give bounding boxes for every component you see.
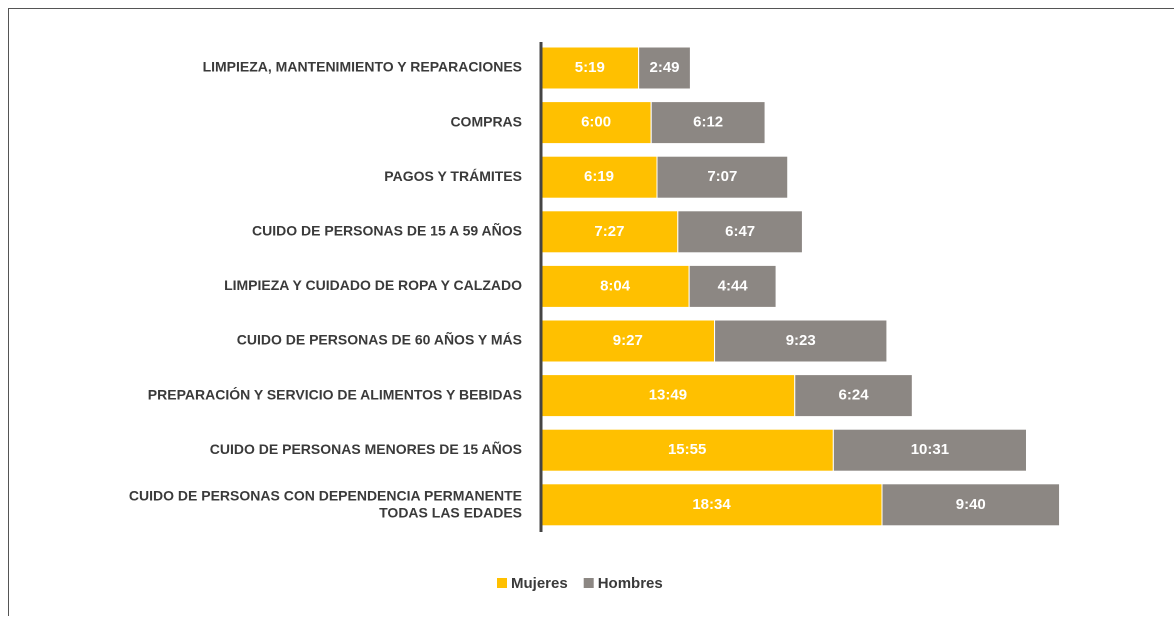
category-label: CUIDO DE PERSONAS CON DEPENDENCIA PERMAN… bbox=[129, 487, 522, 520]
value-label: 9:23 bbox=[786, 332, 816, 349]
value-label: 6:19 bbox=[584, 168, 614, 185]
category-label: CUIDO DE PERSONAS DE 60 AÑOS Y MÁS bbox=[237, 331, 522, 348]
value-label: 8:04 bbox=[600, 277, 631, 294]
value-label: 10:31 bbox=[911, 441, 949, 458]
legend-swatch bbox=[584, 578, 594, 588]
value-label: 9:27 bbox=[613, 332, 643, 349]
value-label: 7:27 bbox=[594, 223, 624, 240]
category-label: PREPARACIÓN Y SERVICIO DE ALIMENTOS Y BE… bbox=[148, 385, 522, 402]
legend-label: Mujeres bbox=[511, 575, 568, 592]
value-label: 6:00 bbox=[581, 114, 611, 131]
value-label: 6:24 bbox=[839, 387, 870, 404]
value-label: 18:34 bbox=[692, 496, 731, 513]
category-label: CUIDO DE PERSONAS DE 15 A 59 AÑOS bbox=[252, 222, 522, 239]
value-label: 4:44 bbox=[718, 277, 749, 294]
value-label: 6:47 bbox=[725, 223, 755, 240]
category-label: COMPRAS bbox=[450, 113, 522, 129]
category-label: LIMPIEZA, MANTENIMIENTO Y REPARACIONES bbox=[203, 59, 522, 75]
legend-label: Hombres bbox=[598, 575, 663, 592]
value-label: 9:40 bbox=[956, 496, 986, 513]
value-label: 2:49 bbox=[650, 59, 680, 76]
value-label: 6:12 bbox=[693, 114, 723, 131]
value-label: 15:55 bbox=[668, 441, 706, 458]
category-label: LIMPIEZA Y CUIDADO DE ROPA Y CALZADO bbox=[224, 277, 522, 293]
category-label: PAGOS Y TRÁMITES bbox=[384, 168, 522, 184]
value-label: 13:49 bbox=[649, 387, 687, 404]
value-label: 5:19 bbox=[575, 59, 605, 76]
category-label: CUIDO DE PERSONAS MENORES DE 15 AÑOS bbox=[210, 440, 522, 457]
value-label: 7:07 bbox=[707, 168, 737, 185]
legend-swatch bbox=[497, 578, 507, 588]
